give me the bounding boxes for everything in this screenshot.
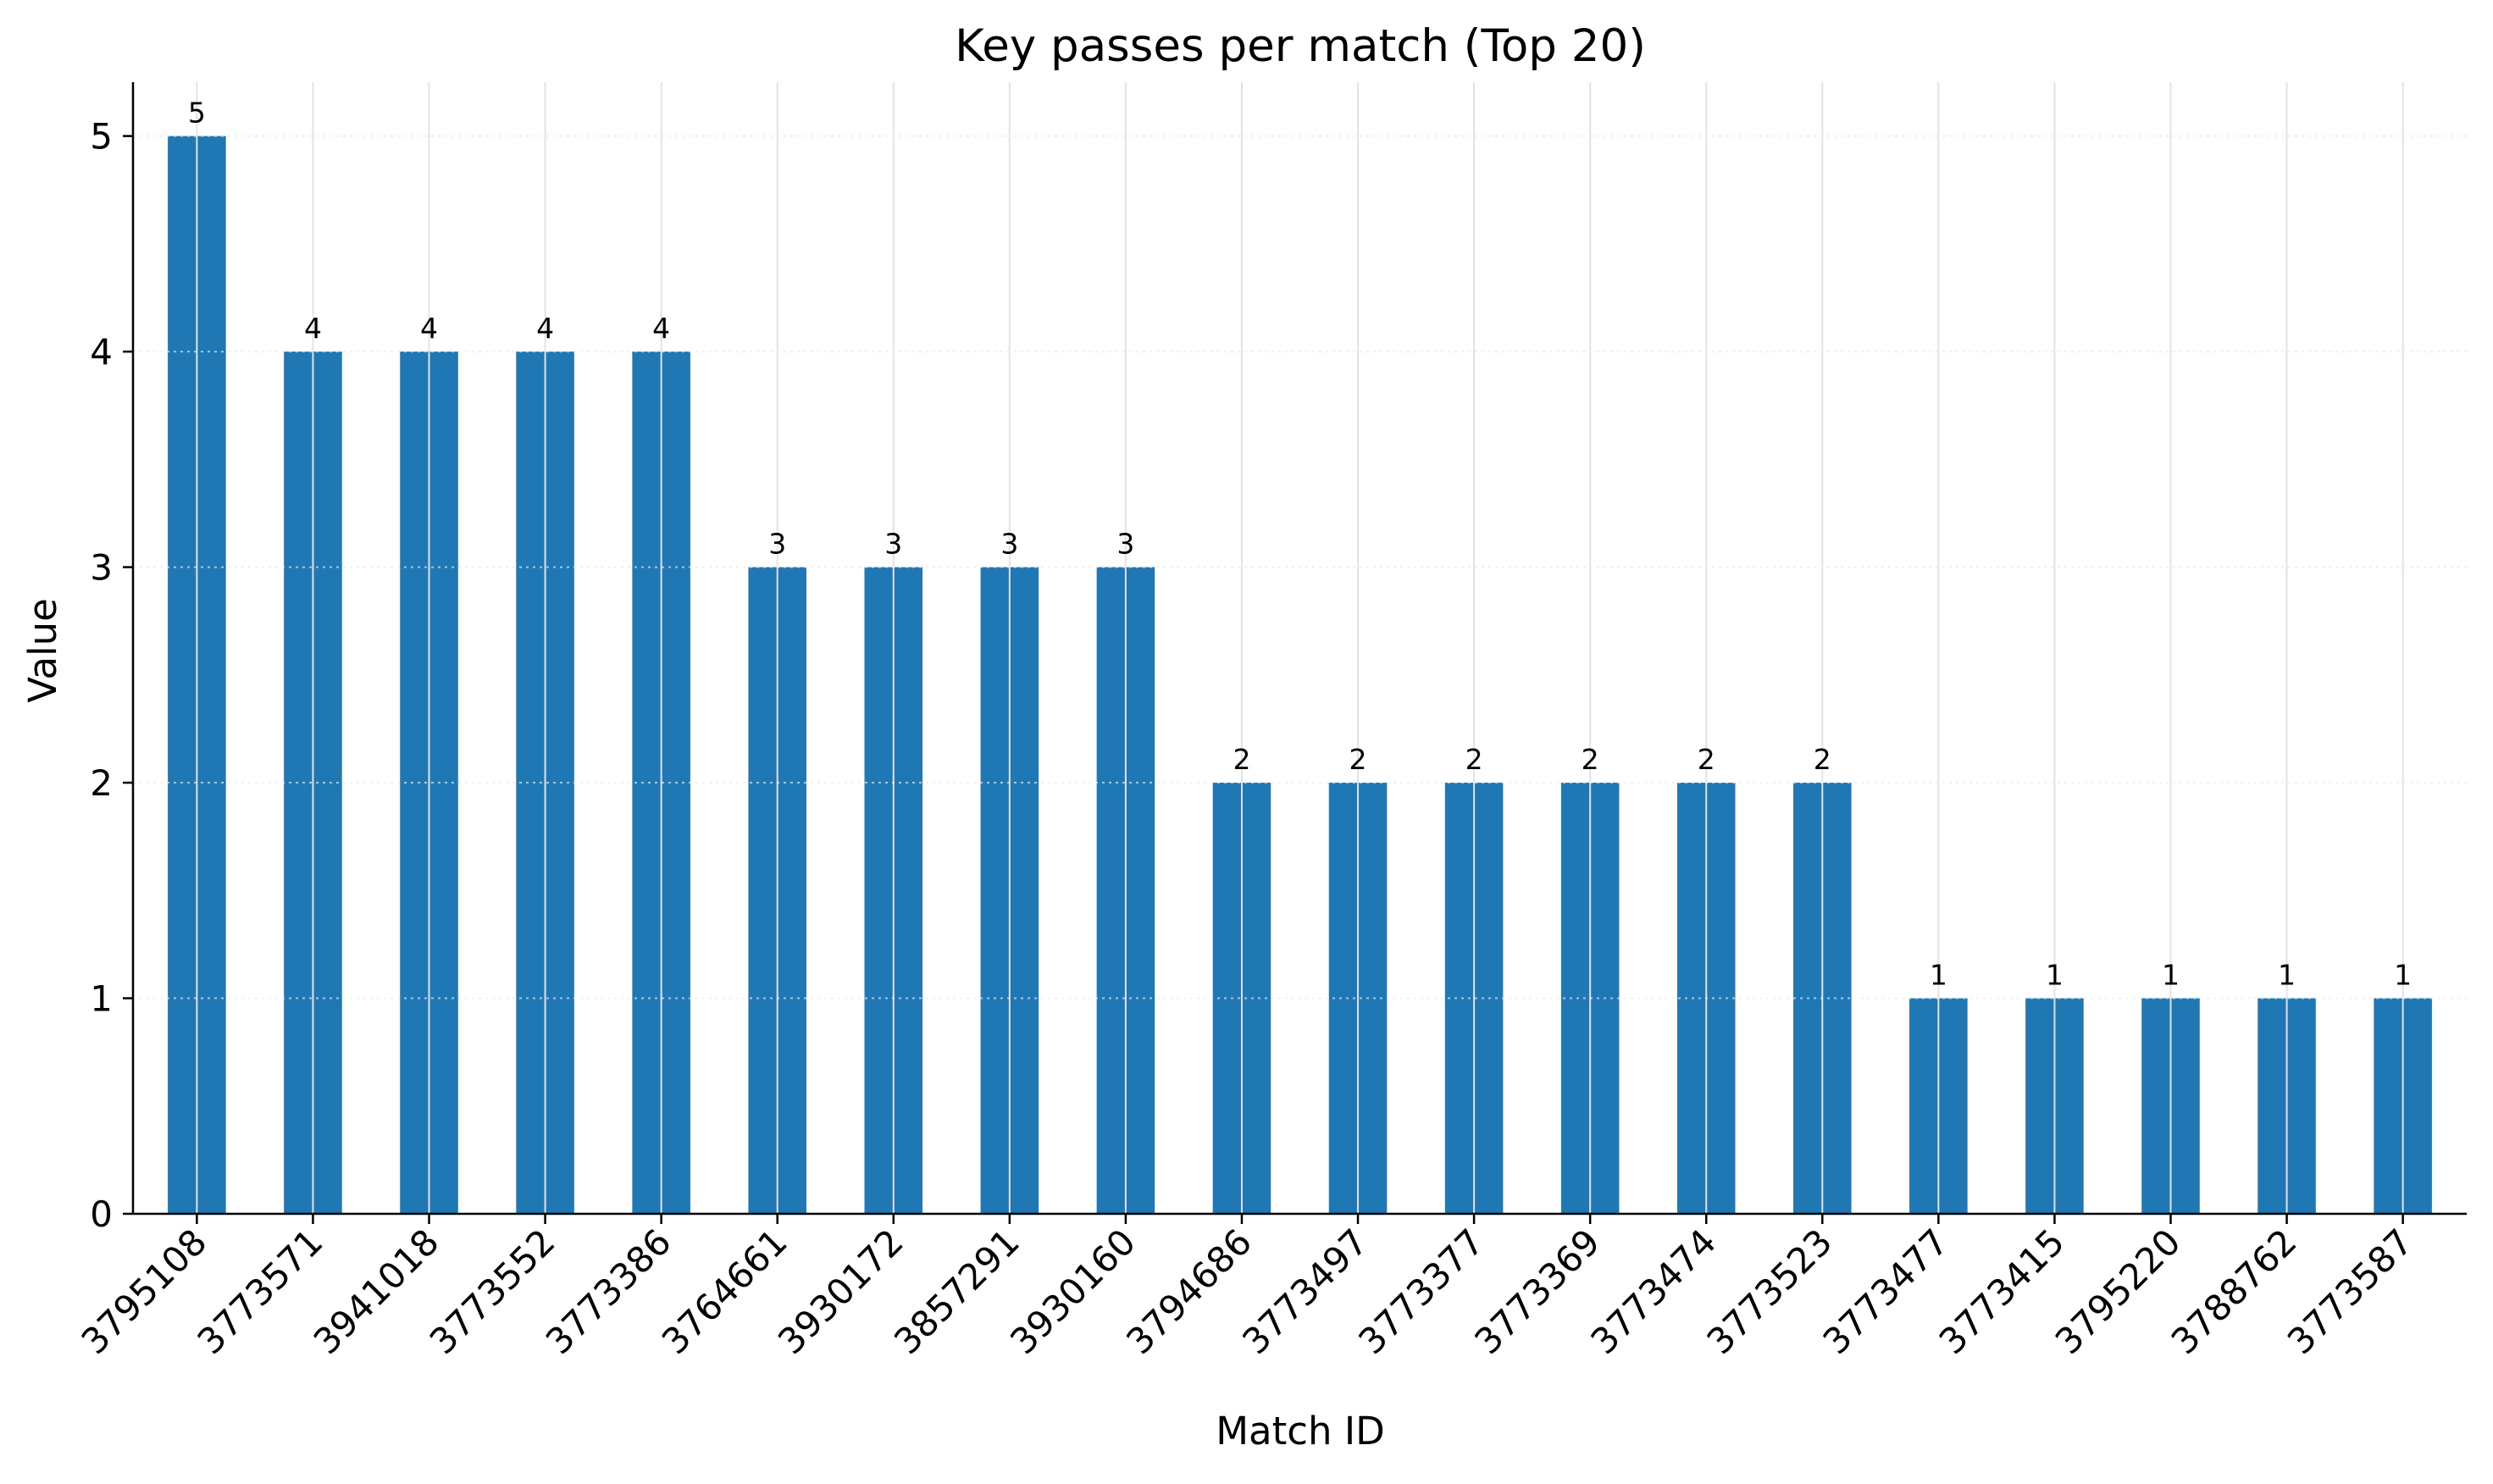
bar-value-label: 4: [652, 312, 670, 345]
x-tick-label: 3773377: [1350, 1221, 1492, 1362]
bar-value-label: 2: [1233, 743, 1250, 776]
x-tick-label: 3795108: [74, 1221, 215, 1362]
x-tick-label: 3788762: [2163, 1221, 2305, 1362]
y-tick-label: 4: [90, 331, 113, 373]
x-tick-label: 3773587: [2280, 1221, 2421, 1362]
bar-value-label: 1: [2394, 959, 2412, 992]
bar-value-label: 3: [1116, 528, 1134, 561]
bar-value-label: 4: [304, 312, 322, 345]
x-axis-label: Match ID: [1216, 1409, 1385, 1454]
bars: [168, 136, 2432, 1215]
y-tick-label: 3: [90, 547, 113, 589]
bar-value-label: 2: [1465, 743, 1483, 776]
bar-value-label: 4: [536, 312, 554, 345]
vertical-grid-lines: [133, 82, 2467, 1214]
x-tick-label: 3773497: [1234, 1221, 1376, 1362]
x-tick-label: 3930160: [1002, 1221, 1144, 1362]
chart-title: Key passes per match (Top 20): [955, 20, 1646, 72]
axes: [131, 82, 2467, 1215]
y-tick-label: 2: [90, 762, 113, 804]
x-tick-label: 3773477: [1815, 1221, 1957, 1362]
x-tick-label: 3773415: [1931, 1221, 2073, 1362]
x-tick-label: 3773386: [538, 1221, 679, 1362]
bar-value-label: 1: [2162, 959, 2180, 992]
bar-value-label: 2: [1814, 743, 1831, 776]
x-tick-label: 3773474: [1582, 1221, 1724, 1362]
x-tick-label: 3773552: [422, 1221, 563, 1362]
bar-value-labels: 5 4 4 4 4 3 3 3 3 2 2 2 2 2 2 1 1 1 1 1: [188, 97, 2412, 992]
bar-value-label: 1: [2278, 959, 2296, 992]
bar-value-label: 3: [1000, 528, 1018, 561]
bar-value-label: 1: [2046, 959, 2064, 992]
y-tick-label: 1: [90, 978, 113, 1020]
bar-value-label: 2: [1582, 743, 1599, 776]
y-tick-label: 5: [90, 116, 113, 158]
bar-value-label: 3: [768, 528, 786, 561]
x-tick-label: 3930172: [770, 1221, 911, 1362]
y-tick-label: 0: [90, 1193, 113, 1235]
bar-value-label: 5: [188, 97, 206, 130]
x-tick-label: 3773369: [1466, 1221, 1608, 1362]
bar-value-label: 2: [1698, 743, 1715, 776]
x-tick-label: 3941018: [306, 1221, 447, 1362]
bar-value-label: 4: [420, 312, 438, 345]
x-tick-label: 3794686: [1118, 1221, 1260, 1362]
y-axis-ticks: 0 1 2 3 4 5: [90, 116, 133, 1235]
y-axis-label: Value: [20, 598, 65, 703]
bar-value-label: 3: [884, 528, 902, 561]
x-tick-label: 3773523: [1698, 1221, 1840, 1362]
bar-value-label: 1: [1930, 959, 1947, 992]
bar-value-label: 2: [1349, 743, 1367, 776]
x-tick-label: 3764661: [654, 1221, 795, 1362]
x-tick-label: 3795220: [2047, 1221, 2189, 1362]
x-tick-label: 3773571: [190, 1221, 331, 1362]
x-tick-label: 3857291: [886, 1221, 1028, 1362]
x-axis-ticks: 3795108377357139410183773552377338637646…: [74, 1214, 2421, 1362]
